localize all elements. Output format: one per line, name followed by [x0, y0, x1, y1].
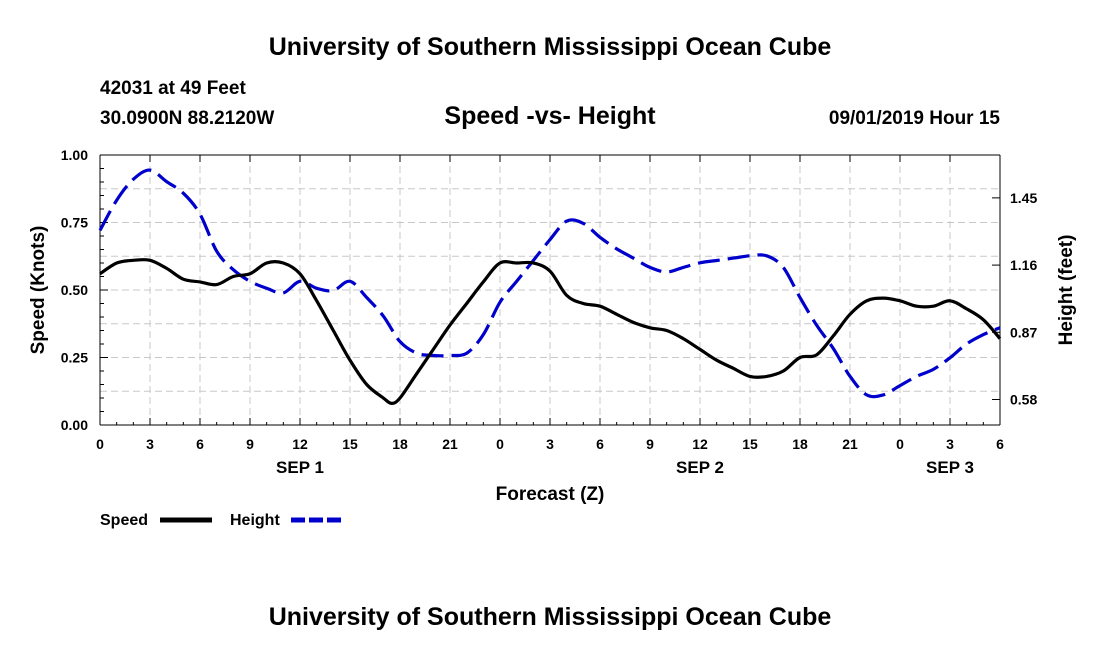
- day-label: SEP 3: [926, 458, 974, 477]
- x-tick-label: 21: [442, 436, 458, 452]
- y2-tick-label: 0.58: [1010, 392, 1037, 408]
- chart-title: Speed -vs- Height: [444, 102, 656, 130]
- x-tick-label: 12: [692, 436, 708, 452]
- x-tick-label: 0: [896, 436, 904, 452]
- y-tick-label: 0.75: [61, 215, 88, 231]
- page-title: University of Southern Mississippi Ocean…: [269, 33, 832, 61]
- date-label: 09/01/2019 Hour 15: [829, 108, 1001, 129]
- legend: Speed Height: [100, 512, 343, 529]
- legend-speed-label: Speed: [100, 512, 148, 529]
- footer-title: University of Southern Mississippi Ocean…: [269, 603, 832, 631]
- x-tick-label: 6: [996, 436, 1004, 452]
- grid: [100, 155, 1000, 425]
- x-tick-label: 3: [146, 436, 154, 452]
- series-line-height: [98, 168, 1001, 399]
- x-tick-label: 15: [342, 436, 358, 452]
- legend-height-label: Height: [230, 512, 280, 529]
- series-layer: [98, 168, 1002, 405]
- axes: 0 3 6 9 12 15 18 21 0 3 6 9 12 15 18 21 0 3 6 SEP 1 SEP 2 SEP…: [61, 147, 1038, 477]
- series-line-speed: [99, 258, 1002, 405]
- x-tick-label: 6: [196, 436, 204, 452]
- y2-tick-label: 1.16: [1010, 257, 1037, 273]
- x-tick-label: 3: [946, 436, 954, 452]
- y-tick-label: 0.25: [61, 350, 88, 366]
- day-label: SEP 2: [676, 458, 724, 477]
- y-tick-label: 1.00: [61, 147, 88, 163]
- x-tick-label: 0: [496, 436, 504, 452]
- x-tick-label: 9: [646, 436, 654, 452]
- x-tick-label: 9: [246, 436, 254, 452]
- y2-tick-label: 0.87: [1010, 324, 1037, 340]
- x-tick-label: 18: [792, 436, 808, 452]
- y-tick-label: 0.50: [61, 282, 88, 298]
- x-tick-label: 21: [842, 436, 858, 452]
- x-axis-label: Forecast (Z): [496, 484, 605, 505]
- y2-axis-label: Height (feet): [1056, 235, 1077, 346]
- y-axis-label: Speed (Knots): [28, 226, 49, 355]
- x-tick-label: 12: [292, 436, 308, 452]
- day-label: SEP 1: [276, 458, 324, 477]
- x-tick-label: 3: [546, 436, 554, 452]
- y-tick-label: 0.00: [61, 417, 88, 433]
- station-label: 42031 at 49 Feet: [100, 78, 246, 99]
- x-tick-label: 18: [392, 436, 408, 452]
- x-tick-label: 15: [742, 436, 758, 452]
- x-tick-label: 6: [596, 436, 604, 452]
- x-tick-label: 0: [96, 436, 104, 452]
- location-label: 30.0900N 88.2120W: [100, 108, 274, 129]
- y2-tick-label: 1.45: [1010, 190, 1037, 206]
